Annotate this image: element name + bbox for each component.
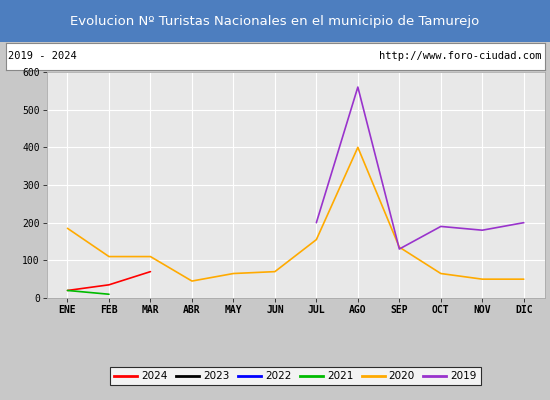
Text: Evolucion Nº Turistas Nacionales en el municipio de Tamurejo: Evolucion Nº Turistas Nacionales en el m… bbox=[70, 14, 480, 28]
Text: 2019 - 2024: 2019 - 2024 bbox=[8, 51, 77, 61]
Text: http://www.foro-ciudad.com: http://www.foro-ciudad.com bbox=[379, 51, 542, 61]
Legend: 2024, 2023, 2022, 2021, 2020, 2019: 2024, 2023, 2022, 2021, 2020, 2019 bbox=[111, 367, 481, 386]
